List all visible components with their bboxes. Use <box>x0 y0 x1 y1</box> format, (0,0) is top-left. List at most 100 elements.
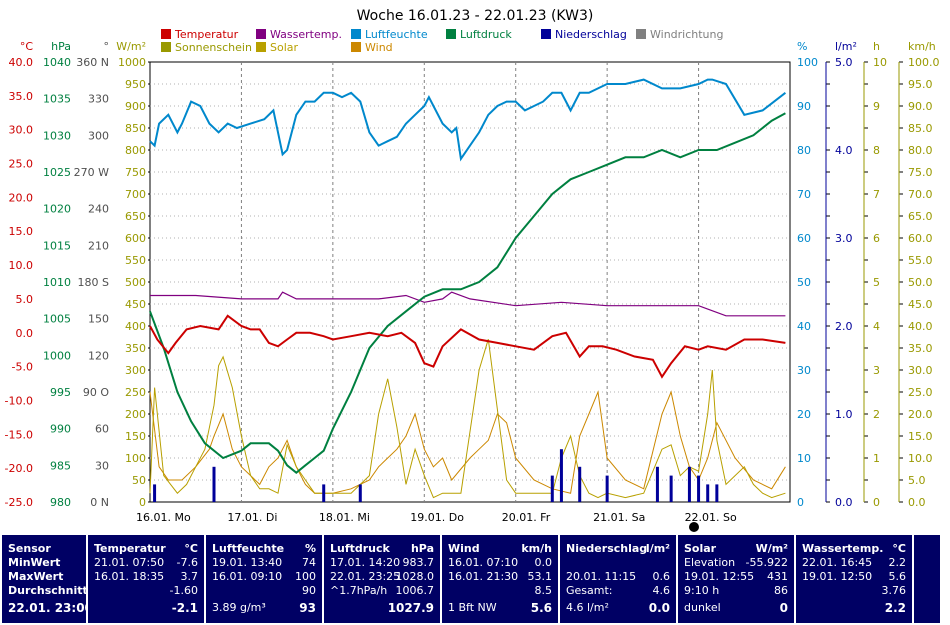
wind-unit: km/h <box>521 542 552 555</box>
tick-solar-2: 900 <box>125 100 146 113</box>
tick-wind-8: 60.0 <box>908 232 933 245</box>
tick-wind-3: 85.0 <box>908 122 933 135</box>
rain-bar <box>697 475 701 502</box>
tick-humidity-2: 80 <box>797 144 811 157</box>
tick-temp-5: 15.0 <box>9 225 34 238</box>
tick-wind-16: 20.0 <box>908 408 933 421</box>
rain-bar <box>715 484 719 502</box>
temp-max-time: 16.01. 18:35 <box>94 570 165 583</box>
tick-temp-11: -15.0 <box>5 428 33 441</box>
tick-solar-0: 1000 <box>118 56 146 69</box>
legend: Temperatur Wassertemp. Luftfeuchte Luftdruc… <box>161 28 723 54</box>
solar-header: Solar <box>684 542 717 555</box>
tick-humidity-3: 70 <box>797 188 811 201</box>
tick-solar-12: 400 <box>125 320 146 333</box>
legend-label-windrichtung: Windrichtung <box>650 28 723 41</box>
tick-rain-1: 4.0 <box>835 144 853 157</box>
tick-solar-7: 650 <box>125 210 146 223</box>
temp-avg-value: -1.60 <box>169 584 198 597</box>
series-layer <box>149 78 787 502</box>
tick-solar-6: 700 <box>125 188 146 201</box>
water-unit: °C <box>892 542 906 555</box>
tick-pressure-7: 1005 <box>43 313 71 326</box>
tick-hours-3: 7 <box>873 188 880 201</box>
wind-min-time: 16.01. 07:10 <box>448 556 519 569</box>
tick-direction-5: 210 <box>88 239 109 252</box>
rain-max-value: 0.6 <box>652 570 671 583</box>
axis-unit-solar: W/m² <box>116 40 146 53</box>
rain-header: Niederschlag <box>566 542 648 555</box>
tick-pressure-9: 995 <box>50 386 71 399</box>
legend-label-wind: Wind <box>365 41 393 54</box>
chart-title: Woche 16.01.23 - 22.01.23 (KW3) <box>357 8 594 24</box>
tick-rain-5: 0.0 <box>835 496 853 509</box>
tick-humidity-9: 10 <box>797 452 811 465</box>
tick-rain-4: 1.0 <box>835 408 853 421</box>
rain-bar <box>687 466 691 502</box>
tick-temp-1: 35.0 <box>9 90 34 103</box>
legend-swatch-luftfeuchte <box>351 29 361 39</box>
tick-temp-12: -20.0 <box>5 462 33 475</box>
tick-wind-19: 5.0 <box>908 474 926 487</box>
tick-pressure-2: 1030 <box>43 129 71 142</box>
tick-temp-8: 0.0 <box>16 327 34 340</box>
tick-wind-13: 35.0 <box>908 342 933 355</box>
tick-direction-12: 0 N <box>90 496 109 509</box>
tick-wind-12: 40.0 <box>908 320 933 333</box>
col-rain: Niederschlag l/m² 20.01. 11:15 0.6 Gesamt:… <box>560 535 676 623</box>
solar-status: dunkel <box>684 601 721 614</box>
tick-hours-2: 8 <box>873 144 880 157</box>
legend-label-wassertemp: Wassertemp. <box>270 28 342 41</box>
tick-direction-1: 330 <box>88 93 109 106</box>
col-temperature: Temperatur °C 21.01. 07:50 -7.6 16.01. 18:… <box>88 535 204 623</box>
tick-wind-14: 30.0 <box>908 364 933 377</box>
solar-avg-value: 86 <box>774 584 788 597</box>
tick-direction-8: 120 <box>88 349 109 362</box>
tick-pressure-8: 1000 <box>43 349 71 362</box>
solar-elevation-value: -55.922 <box>745 556 788 569</box>
water-max-time: 19.01. 12:50 <box>802 570 873 583</box>
tick-wind-2: 90.0 <box>908 100 933 113</box>
x-label-3: 19.01. Do <box>410 511 464 524</box>
tick-hours-0: 10 <box>873 56 887 69</box>
tick-wind-18: 10.0 <box>908 452 933 465</box>
water-min-time: 22.01. 16:45 <box>802 556 873 569</box>
pres-max-value: 1028.0 <box>395 570 435 583</box>
temp-header: Temperatur <box>94 542 166 555</box>
tick-solar-4: 800 <box>125 144 146 157</box>
tick-direction-9: 90 O <box>83 386 109 399</box>
x-label-2: 18.01. Mi <box>319 511 370 524</box>
tick-rain-0: 5.0 <box>835 56 853 69</box>
solar-current-value: 0 <box>779 601 788 615</box>
tick-wind-10: 50.0 <box>908 276 933 289</box>
pres-header: Luftdruck <box>330 542 390 555</box>
temp-max-value: 3.7 <box>180 570 199 583</box>
legend-swatch-solar <box>256 42 266 52</box>
legend-swatch-temperatur <box>161 29 171 39</box>
solar-hours: 9:10 h <box>684 584 720 597</box>
weather-chart: Woche 16.01.23 - 22.01.23 (KW3) Temperat… <box>5 8 940 532</box>
wind-current-value: 5.6 <box>530 601 552 615</box>
axis-unit-rain: l/m² <box>835 40 857 53</box>
tick-temp-7: 5.0 <box>16 293 34 306</box>
tick-humidity-4: 60 <box>797 232 811 245</box>
avg-label: Durchschnitt <box>8 584 88 597</box>
tick-wind-20: 0.0 <box>908 496 926 509</box>
hum-avg-value: 90 <box>302 584 316 597</box>
tick-solar-10: 500 <box>125 276 146 289</box>
tick-wind-6: 70.0 <box>908 188 933 201</box>
tick-hours-9: 1 <box>873 452 880 465</box>
tick-humidity-10: 0 <box>797 496 804 509</box>
tick-solar-11: 450 <box>125 298 146 311</box>
tick-temp-4: 20.0 <box>9 191 34 204</box>
tick-solar-15: 250 <box>125 386 146 399</box>
col-empty <box>914 535 940 623</box>
pres-min-time: 17.01. 14:20 <box>330 556 401 569</box>
legend-label-luftfeuchte: Luftfeuchte <box>365 28 428 41</box>
legend-label-luftdruck: Luftdruck <box>460 28 512 41</box>
tick-direction-3: 270 W <box>74 166 109 179</box>
series-pressure <box>149 112 786 474</box>
legend-swatch-windrichtung <box>636 29 646 39</box>
sensor-header: Sensor <box>8 542 51 555</box>
temp-unit: °C <box>184 542 198 555</box>
